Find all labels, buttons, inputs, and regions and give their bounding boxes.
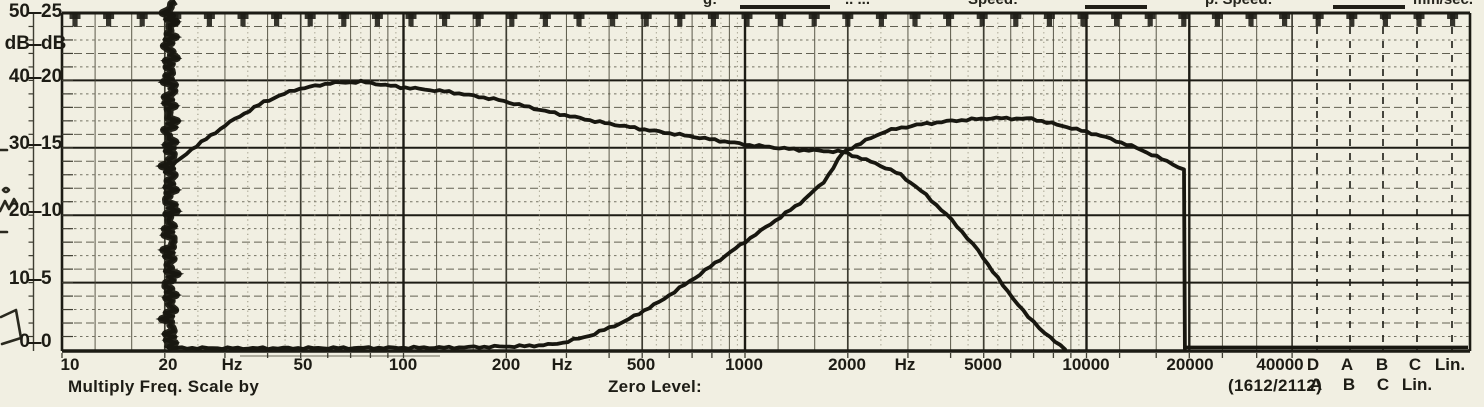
weighting-column-label: B [1342, 375, 1356, 394]
y-tick-label-inner: 20 [41, 65, 63, 87]
header-text-fragment: p. Speed: [1205, 0, 1273, 8]
header-field-line [1333, 5, 1405, 9]
x-tick-label: D [1306, 355, 1320, 374]
y-axis-row: 40 20 [0, 66, 62, 88]
x-tick-label: B [1375, 355, 1389, 374]
axis-ticks [26, 12, 1293, 358]
x-tick-label: 100 [388, 355, 418, 374]
sprocket-marks [69, 14, 1459, 27]
grid-vertical-lines [94, 13, 1293, 351]
header-text-fragment: mm/sec. [1413, 0, 1473, 8]
x-tick-label: A [1340, 355, 1354, 374]
x-tick-label: 20 [158, 355, 178, 374]
x-tick-label: 20000 [1166, 355, 1214, 374]
multiply-freq-scale-label: Multiply Freq. Scale by [68, 377, 260, 396]
pen-noise-scribble [155, 0, 185, 351]
y-tick-label-outer: 10 [8, 267, 30, 289]
header-field-line [1085, 5, 1147, 9]
x-tick-label: 50 [293, 355, 313, 374]
y-tick-label-inner: 5 [41, 267, 52, 289]
y-axis-row: dB dB [0, 32, 67, 55]
x-tick-label: 1000 [725, 355, 763, 374]
y-tick-label-inner: 10 [41, 199, 63, 221]
header-text-fragment: .. ... [845, 0, 870, 8]
x-tick-label: 5000 [964, 355, 1002, 374]
zero-level-label: Zero Level: [608, 377, 702, 396]
x-tick-label: Hz [894, 355, 916, 374]
y-tick-label-inner: 0 [41, 330, 52, 352]
x-tick-label: C [1408, 355, 1422, 374]
x-tick-label: Hz [551, 355, 573, 374]
x-tick-label: 2000 [828, 355, 866, 374]
header-field-line [740, 5, 830, 9]
y-axis-row: 10 5 [0, 268, 52, 290]
frequency-response-curve-high [170, 115, 1468, 352]
x-tick-label: Lin. [1434, 355, 1466, 374]
header-text-fragment: g: [703, 0, 717, 8]
weighting-column-label: C [1376, 375, 1390, 394]
y-tick-label-outer: 20 [8, 199, 30, 221]
y-axis-row: 30 15 [0, 133, 62, 155]
x-tick-label: Hz [221, 355, 243, 374]
frequency-response-curve-low [162, 78, 1067, 352]
y-tick-label-outer: 40 [8, 65, 30, 87]
y-tick-label-outer: 50 [8, 0, 30, 22]
x-tick-label: 200 [491, 355, 521, 374]
y-tick-label-inner: dB [41, 32, 67, 54]
header-text-fragment: Speed: [968, 0, 1018, 8]
plot-borders [60, 11, 1472, 357]
x-tick-label: 500 [626, 355, 656, 374]
handwritten-marks [0, 148, 23, 346]
y-tick-label-outer: 0 [19, 330, 30, 352]
x-tick-label: 10000 [1062, 355, 1110, 374]
weighting-column-label: A [1309, 375, 1323, 394]
y-tick-label-outer: dB [4, 32, 30, 54]
y-tick-label-inner: 15 [41, 132, 63, 154]
y-tick-label-inner: 25 [41, 0, 63, 22]
x-tick-label: 10 [60, 355, 80, 374]
weighting-column-label: Lin. [1401, 375, 1433, 394]
paper-code-label: (1612/2112) [1228, 376, 1323, 395]
grid-horizontal-lines [62, 25, 1470, 338]
y-axis-row: 20 10 [0, 200, 62, 222]
y-tick-label-outer: 30 [8, 132, 30, 154]
weighting-column-dashed-lines [1316, 13, 1453, 351]
x-tick-label: 40000 [1256, 355, 1304, 374]
y-axis-row: 50 25 [0, 1, 62, 23]
